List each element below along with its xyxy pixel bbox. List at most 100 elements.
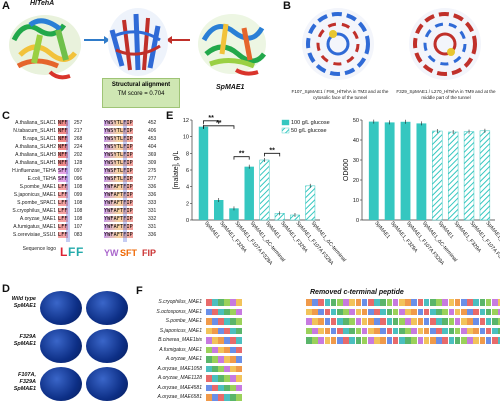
residue-cell bbox=[212, 327, 218, 334]
residue-cell bbox=[454, 299, 461, 306]
hltehA-structure bbox=[9, 15, 81, 80]
alignment-right-segment: YWFAFTFIP bbox=[104, 216, 133, 222]
residue-cell bbox=[212, 384, 218, 391]
cterm-row-label: A.oryzae_MAE1128 bbox=[157, 375, 202, 381]
residue-cell bbox=[399, 327, 405, 334]
residue-cell bbox=[206, 365, 212, 372]
alignment-row-label: A.thaliana_SLAC1 bbox=[15, 120, 56, 126]
residue-cell bbox=[380, 318, 386, 325]
bar bbox=[447, 131, 459, 221]
y-axis-label: OD600 bbox=[343, 159, 350, 181]
residue-cell bbox=[386, 327, 393, 334]
alignment-left-number: 202 bbox=[74, 152, 83, 158]
residue-cell bbox=[461, 318, 467, 325]
residue-cell bbox=[212, 318, 218, 325]
cterm-row-label: S.cryophilus_MAE1 bbox=[158, 299, 202, 305]
residue-cell bbox=[411, 337, 417, 344]
protein-surface-image bbox=[86, 367, 128, 401]
residue-cell bbox=[337, 318, 343, 325]
residue-cell bbox=[392, 299, 399, 306]
residue-cell bbox=[473, 308, 479, 315]
residue-cell bbox=[461, 299, 467, 306]
residue-cell bbox=[492, 299, 498, 306]
residue-cell bbox=[206, 327, 212, 334]
residue-cell bbox=[430, 327, 436, 334]
protein-surface-image bbox=[86, 291, 128, 325]
residue-cell bbox=[473, 299, 479, 306]
bar bbox=[416, 123, 427, 220]
alignment-row-label: S.pombe_SPAC1 bbox=[17, 200, 56, 206]
alignment-right-segment: YWSYTLFIP bbox=[104, 128, 133, 134]
protein-surface-image bbox=[40, 291, 82, 325]
residue-cell bbox=[224, 308, 230, 315]
residue-cell bbox=[374, 318, 380, 325]
residue-cell bbox=[218, 318, 224, 325]
residue-cell bbox=[212, 375, 218, 382]
alignment-left-number: 099 bbox=[74, 192, 83, 198]
alignment-row-label: A.oryzae_MAE1 bbox=[19, 216, 56, 222]
bar bbox=[305, 185, 316, 221]
alignment-right-number: 277 bbox=[148, 176, 157, 182]
y-tick-label: 0 bbox=[356, 218, 359, 224]
residue-cell bbox=[206, 299, 212, 306]
residue-cell bbox=[467, 318, 473, 325]
residue-cell bbox=[343, 318, 349, 325]
residue-cell bbox=[324, 327, 331, 334]
residue-cell bbox=[236, 346, 242, 353]
bar bbox=[198, 126, 209, 220]
residue-cell bbox=[461, 327, 467, 334]
residue-cell bbox=[430, 337, 436, 344]
protein-surface-image bbox=[40, 329, 82, 363]
alignment-left-number: 107 bbox=[74, 224, 83, 230]
tunnel-caption-right: F329_SpMAE1 / L270_HlTehA in TM9 and at … bbox=[396, 89, 496, 100]
residue-cell bbox=[448, 299, 455, 306]
alignment-left-segment: LFF bbox=[58, 200, 68, 206]
residue-cell bbox=[324, 318, 331, 325]
residue-cell bbox=[236, 308, 242, 315]
alignment-right-segment: YWFAFTFIP bbox=[104, 184, 133, 190]
residue-cell bbox=[224, 356, 230, 363]
alignment-row-label: S.japonicus_MAE1 bbox=[13, 192, 56, 198]
alignment-right-number: 309 bbox=[148, 160, 157, 166]
cterm-row-label: B.cinerea_MAE1bis bbox=[158, 337, 202, 343]
svg-text:F: F bbox=[76, 245, 83, 259]
residue-cell bbox=[392, 337, 399, 344]
residue-cell bbox=[386, 318, 393, 325]
panel-b: F107_SpMAE1 / F96_HlTehA in TM3 and at t… bbox=[283, 0, 500, 110]
residue-cell bbox=[361, 299, 368, 306]
residue-cell bbox=[330, 308, 337, 315]
residue-cell bbox=[442, 308, 448, 315]
residue-cell bbox=[498, 327, 500, 334]
y-tick-label: 10 bbox=[353, 198, 359, 204]
sequence-logo-label: Sequence logo bbox=[22, 246, 56, 252]
residue-cell bbox=[479, 337, 486, 344]
residue-cell bbox=[218, 365, 224, 372]
residue-cell bbox=[448, 337, 455, 344]
alignment-left-number: 083 bbox=[74, 232, 83, 238]
alignment-row-label: S.cerevisiae_SSU1 bbox=[12, 232, 56, 238]
residue-cell bbox=[355, 327, 362, 334]
alignment-right-segment: YWSYTLFIP bbox=[104, 120, 133, 126]
residue-cell bbox=[206, 384, 212, 391]
alignment-left-number: 096 bbox=[74, 176, 83, 182]
residue-cell bbox=[349, 308, 355, 315]
residue-cell bbox=[423, 308, 430, 315]
alignment-row-label: A.thaliana_SLAH2 bbox=[15, 144, 56, 150]
residue-cell bbox=[212, 337, 218, 344]
residue-cell bbox=[442, 299, 448, 306]
residue-cell bbox=[485, 318, 492, 325]
residue-cell bbox=[467, 299, 473, 306]
alignment-right-segment: YWSFTLFIP bbox=[104, 168, 133, 174]
residue-cell bbox=[218, 327, 224, 334]
significance-marker: ** bbox=[216, 120, 222, 127]
y-tick-label: 0 bbox=[186, 218, 189, 224]
panel-e: 0 2 4 6 8 10 12 [malate], g/L SpMAE1 SpMAE1_F329A… bbox=[170, 112, 500, 284]
tunnel-structure-left bbox=[302, 8, 374, 80]
residue-cell bbox=[236, 299, 242, 306]
residue-cell bbox=[324, 299, 331, 306]
alignment-right-number: 369 bbox=[148, 152, 157, 158]
alignment-row-label: A.thaliana_SLAH3 bbox=[15, 152, 56, 158]
residue-cell bbox=[380, 327, 386, 334]
residue-cell bbox=[212, 365, 218, 372]
